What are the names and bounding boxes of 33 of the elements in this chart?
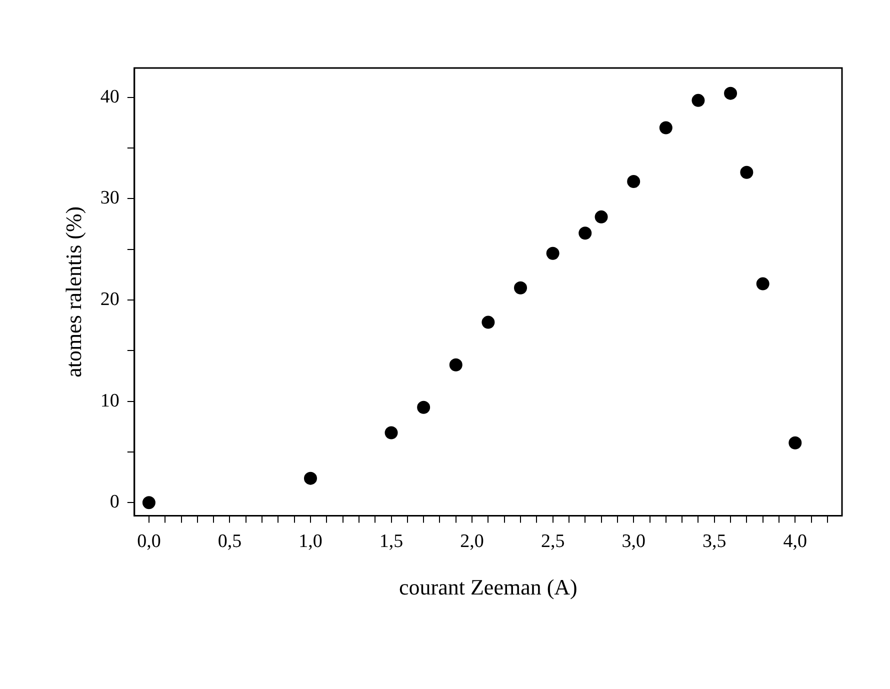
- y-tick-label: 20: [100, 288, 120, 310]
- point: [627, 174, 640, 188]
- x-tick-label: 0,0: [137, 531, 161, 552]
- x-tick-label: 0,5: [218, 531, 242, 552]
- point: [142, 496, 156, 510]
- point: [740, 166, 754, 179]
- point: [304, 472, 317, 485]
- x-tick-label: 1,0: [298, 531, 322, 552]
- point: [514, 281, 528, 294]
- y-tick-label: 0: [110, 492, 120, 513]
- x-tick-label: 1,5: [379, 531, 404, 552]
- y-tick-label: 10: [100, 390, 120, 412]
- point: [724, 86, 738, 100]
- point: [546, 246, 560, 260]
- point: [449, 358, 462, 372]
- point: [788, 436, 802, 450]
- point: [384, 426, 398, 440]
- point: [482, 316, 495, 329]
- point: [659, 121, 672, 134]
- x-axis-title: courant Zeeman (A): [399, 574, 578, 600]
- x-tick-label: 3,0: [622, 531, 646, 552]
- y-axis-title: atomes ralentis (%): [60, 206, 86, 378]
- point: [756, 277, 770, 290]
- x-tick-label: 4,0: [783, 531, 808, 552]
- x-tick-label: 3,5: [702, 531, 726, 552]
- point: [692, 94, 705, 107]
- point: [594, 210, 608, 224]
- point: [417, 400, 430, 414]
- x-tick-label: 2,0: [460, 531, 484, 552]
- x-tick-label: 2,5: [540, 531, 565, 552]
- y-tick-label: 40: [100, 86, 120, 108]
- point: [578, 226, 592, 240]
- y-tick-label: 30: [100, 188, 120, 209]
